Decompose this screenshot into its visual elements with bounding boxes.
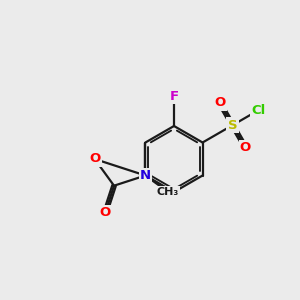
Text: O: O [89,152,100,166]
Text: F: F [169,90,178,103]
Text: CH₃: CH₃ [157,187,179,197]
Text: O: O [240,141,251,154]
Text: N: N [140,169,151,182]
Text: Cl: Cl [251,104,266,117]
Text: O: O [214,96,225,110]
Text: O: O [100,206,111,219]
Text: S: S [228,119,237,132]
